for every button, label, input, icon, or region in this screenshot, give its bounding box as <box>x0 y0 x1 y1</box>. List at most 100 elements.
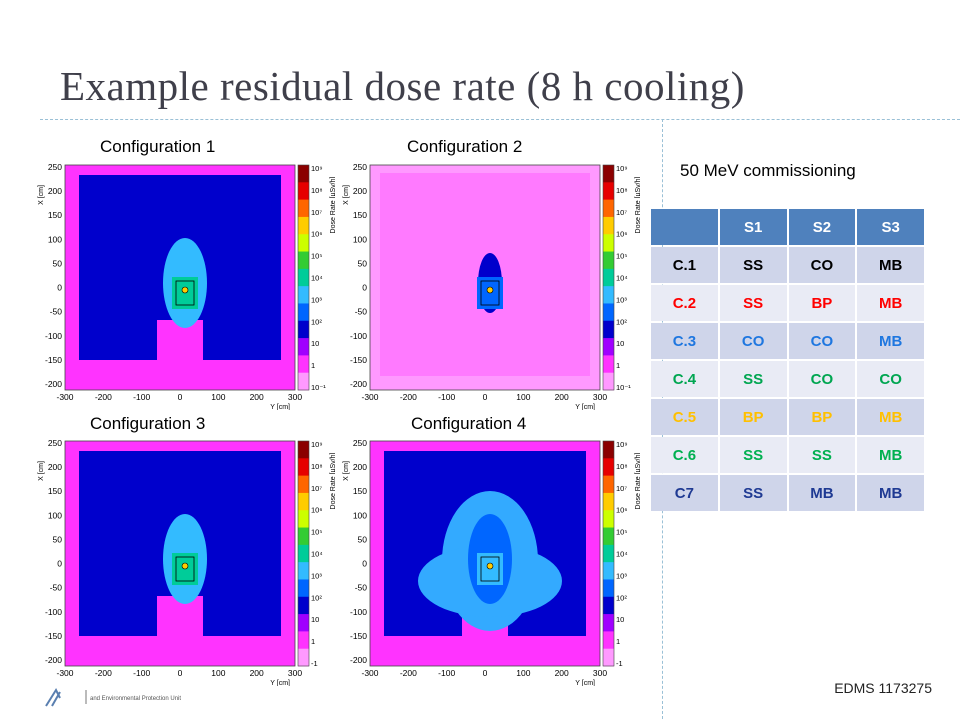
y-tick-label: -200 <box>45 379 62 389</box>
x-tick-label: -200 <box>95 392 112 402</box>
config-4-label: Configuration 4 <box>411 414 527 433</box>
x-tick-label: -100 <box>133 668 150 678</box>
colorbar-segment <box>603 614 614 632</box>
x-tick-label: 100 <box>516 668 530 678</box>
table-cell: SS <box>788 437 856 473</box>
colorbar-tick-label: 10⁸ <box>616 462 628 471</box>
x-tick-label: 0 <box>178 392 183 402</box>
colorbar-tick-label: 10⁵ <box>311 528 322 537</box>
colorbar-segment <box>603 286 614 304</box>
colorbar-segment <box>298 458 309 477</box>
x-axis-label: Y [cm] <box>575 404 595 410</box>
colorbar-frame <box>602 164 615 391</box>
colorbar-segment <box>603 596 614 615</box>
table-cell: SS <box>719 437 787 473</box>
y-tick-label: 50 <box>358 258 368 268</box>
y-tick-label: 100 <box>48 234 62 244</box>
colorbar-segment <box>603 441 614 459</box>
colorbar-segment <box>298 614 309 632</box>
row-label-cell: C.2 <box>651 285 718 321</box>
y-tick-label: 100 <box>353 234 367 244</box>
y-tick-label: 0 <box>362 283 367 293</box>
colorbar-segment <box>298 527 309 546</box>
table-cell: SS <box>719 475 787 511</box>
x-tick-label: 200 <box>250 392 264 402</box>
colorbar-segment <box>298 648 309 667</box>
table-cell: SS <box>719 247 787 283</box>
colorbar-segment <box>603 251 614 270</box>
colorbar-label: Dose Rate [µSv/h] <box>330 452 335 509</box>
colorbar-segment <box>603 165 614 183</box>
colorbar-tick-label: -1 <box>311 659 318 668</box>
colorbar-tick-label: 10⁵ <box>311 252 322 261</box>
x-tick-label: 300 <box>593 392 607 402</box>
x-tick-label: 200 <box>250 668 264 678</box>
colorbar-segment <box>298 355 309 374</box>
y-tick-label: -100 <box>350 331 367 341</box>
colorbar-tick-label: 10³ <box>616 571 627 580</box>
table-cell: CO <box>857 361 924 397</box>
colorbar-tick-label: 10³ <box>616 295 627 304</box>
table-cell: CO <box>788 323 856 359</box>
x-tick-label: -100 <box>133 392 150 402</box>
y-tick-label: 0 <box>57 283 62 293</box>
map-frame <box>369 164 601 391</box>
colorbar-segment <box>603 492 614 511</box>
colorbar-segment <box>298 216 309 235</box>
x-tick-label: -100 <box>438 668 455 678</box>
colorbar-tick-label: 10⁹ <box>311 164 323 173</box>
x-tick-label: -200 <box>400 668 417 678</box>
colorbar-tick-label: 10⁴ <box>616 550 628 559</box>
colorbar-label: Dose Rate [µSv/h] <box>635 452 640 509</box>
table-cell: MB <box>857 399 924 435</box>
title-divider <box>40 119 960 120</box>
colorbar-tick-label: 10⁵ <box>616 252 627 261</box>
colorbar-segment <box>298 286 309 304</box>
colorbar-frame <box>297 440 310 667</box>
colorbar-segment <box>603 182 614 201</box>
dose-map-config-2: 250 200 150 100 50 0 -50 -100 -150 -200 -300 -200 -1… <box>340 160 640 410</box>
y-tick-label: -150 <box>350 355 367 365</box>
colorbar-segment <box>298 199 309 218</box>
x-tick-label: -300 <box>361 668 378 678</box>
y-tick-label: -50 <box>355 583 368 593</box>
colorbar-frame <box>297 164 310 391</box>
colorbar-segment <box>603 458 614 477</box>
y-tick-label: 0 <box>362 559 367 569</box>
map-frame <box>64 164 296 391</box>
colorbar-tick-label: 10⁻¹ <box>311 383 326 392</box>
colorbar-segment <box>298 544 309 563</box>
colorbar-tick-label: 10⁴ <box>311 274 323 283</box>
y-tick-label: -50 <box>355 307 368 317</box>
map-source-box <box>175 280 195 306</box>
y-axis-label: X [cm] <box>38 461 45 481</box>
colorbar-tick-label: 10 <box>311 615 319 624</box>
colorbar-tick-label: 10² <box>311 593 322 602</box>
y-tick-label: -100 <box>45 331 62 341</box>
x-axis-label: Y [cm] <box>270 680 290 686</box>
colorbar-tick-label: 10⁷ <box>311 484 322 493</box>
x-axis-label: Y [cm] <box>575 680 595 686</box>
table-subtitle: 50 MeV commissioning <box>680 161 856 180</box>
table-cell: MB <box>857 437 924 473</box>
colorbar-segment <box>603 216 614 235</box>
y-tick-label: 200 <box>353 186 367 196</box>
colorbar-segment <box>603 320 614 339</box>
colorbar-segment <box>298 165 309 183</box>
table-header-cell: S3 <box>857 209 924 245</box>
config-2-label: Configuration 2 <box>407 137 523 156</box>
x-tick-label: 200 <box>555 392 569 402</box>
x-tick-label: 0 <box>483 392 488 402</box>
table-row: C.1 SS CO MB <box>651 247 924 283</box>
colorbar-segment <box>603 631 614 650</box>
table-header-cell: S1 <box>719 209 787 245</box>
colorbar-segment <box>603 648 614 667</box>
colorbar-label: Dose Rate [µSv/h] <box>635 176 640 233</box>
colorbar-segment <box>298 338 309 356</box>
map-source-box <box>480 556 500 582</box>
colorbar-segment <box>298 234 309 253</box>
row-label-cell: C.5 <box>651 399 718 435</box>
colorbar-segment <box>298 562 309 580</box>
colorbar-segment <box>298 182 309 201</box>
colorbar-tick-label: 10⁷ <box>616 208 627 217</box>
